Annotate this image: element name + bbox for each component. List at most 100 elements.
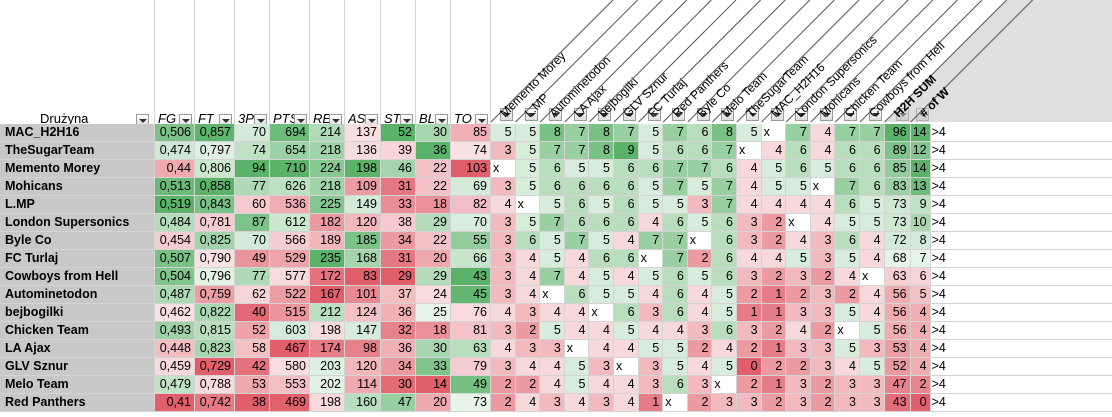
stat-cell[interactable]: 553 — [270, 376, 310, 394]
h2h-cell[interactable]: 3 — [491, 142, 516, 160]
h2h-cell[interactable]: 5 — [860, 322, 885, 340]
h2h-cell[interactable]: 2 — [810, 322, 836, 340]
stat-cell[interactable]: 0,806 — [195, 160, 235, 178]
team-name-cell[interactable]: Memento Morey — [0, 160, 155, 178]
h2h-sum-cell[interactable]: 68 — [884, 250, 911, 268]
stat-cell[interactable]: 0,759 — [195, 286, 235, 304]
stat-cell[interactable]: 0,742 — [195, 394, 235, 412]
h2h-cell[interactable]: 5 — [761, 178, 787, 196]
h2h-cell[interactable]: 5 — [810, 160, 836, 178]
stat-cell[interactable]: 0,815 — [195, 322, 235, 340]
h2h-sum-cell[interactable]: 47 — [884, 376, 911, 394]
wins-cell[interactable]: 14 — [910, 124, 931, 142]
stat-cell[interactable]: 87 — [235, 214, 270, 232]
h2h-cell[interactable]: 6 — [589, 178, 614, 196]
h2h-cell[interactable]: 5 — [663, 358, 688, 376]
stat-cell[interactable]: 0,507 — [155, 250, 195, 268]
wins-cell[interactable]: 13 — [910, 178, 931, 196]
stat-cell[interactable]: 198 — [345, 160, 381, 178]
wins-cell[interactable]: 10 — [910, 214, 931, 232]
stat-cell[interactable]: 34 — [381, 358, 416, 376]
h2h-cell[interactable]: 0 — [737, 358, 762, 376]
stat-cell[interactable]: 174 — [310, 340, 345, 358]
stat-cell[interactable]: 85 — [451, 124, 491, 142]
h2h-cell[interactable]: 4 — [540, 376, 565, 394]
h2h-cell[interactable]: 2 — [761, 358, 787, 376]
team-name-cell[interactable]: Autominetodon — [0, 286, 155, 304]
stat-cell[interactable]: 34 — [381, 232, 416, 250]
stat-cell[interactable]: 52 — [235, 322, 270, 340]
h2h-cell[interactable]: 6 — [712, 250, 737, 268]
opponent-filter-button[interactable] — [598, 108, 612, 121]
h2h-cell[interactable]: 4 — [761, 142, 787, 160]
h2h-cell[interactable]: 5 — [540, 322, 565, 340]
stat-cell[interactable]: 62 — [235, 286, 270, 304]
h2h-cell[interactable]: 4 — [564, 322, 590, 340]
h2h-cell[interactable]: 3 — [515, 340, 541, 358]
team-name-cell[interactable]: Red Panthers — [0, 394, 155, 412]
stat-cell[interactable]: 0,857 — [195, 124, 235, 142]
stat-cell[interactable]: 580 — [270, 358, 310, 376]
h2h-cell[interactable]: x — [835, 322, 860, 340]
h2h-cell[interactable]: 6 — [663, 214, 688, 232]
stat-cell[interactable]: 18 — [416, 322, 451, 340]
h2h-cell[interactable]: 5 — [712, 304, 737, 322]
h2h-cell[interactable]: 3 — [860, 394, 885, 412]
h2h-cell[interactable]: 3 — [687, 322, 713, 340]
stat-cell[interactable]: 29 — [381, 268, 416, 286]
stat-cell[interactable]: 70 — [235, 124, 270, 142]
h2h-cell[interactable]: 5 — [687, 214, 713, 232]
h2h-cell[interactable]: x — [564, 340, 590, 358]
stat-cell[interactable]: 185 — [345, 232, 381, 250]
h2h-cell[interactable]: 7 — [638, 232, 664, 250]
h2h-cell[interactable]: 4 — [515, 394, 541, 412]
h2h-sum-cell[interactable]: 83 — [884, 178, 911, 196]
h2h-cell[interactable]: 3 — [491, 268, 516, 286]
h2h-cell[interactable]: x — [687, 232, 713, 250]
stat-cell[interactable]: 101 — [345, 286, 381, 304]
h2h-cell[interactable]: 3 — [491, 214, 516, 232]
h2h-cell[interactable]: 6 — [835, 232, 860, 250]
stat-cell[interactable]: 0,474 — [155, 142, 195, 160]
stat-cell[interactable]: 168 — [345, 250, 381, 268]
stat-cell[interactable]: 33 — [416, 358, 451, 376]
h2h-cell[interactable]: 1 — [761, 304, 787, 322]
h2h-cell[interactable]: 7 — [663, 160, 688, 178]
h2h-cell[interactable]: x — [761, 124, 787, 142]
h2h-cell[interactable]: 4 — [491, 304, 516, 322]
h2h-cell[interactable]: 3 — [810, 304, 836, 322]
stat-cell[interactable]: 40 — [235, 304, 270, 322]
h2h-cell[interactable]: 4 — [786, 322, 811, 340]
team-name-cell[interactable]: FC Turlaj — [0, 250, 155, 268]
stat-cell[interactable]: 202 — [310, 376, 345, 394]
h2h-cell[interactable]: 2 — [687, 340, 713, 358]
h2h-cell[interactable]: 2 — [761, 232, 787, 250]
h2h-cell[interactable]: 4 — [810, 142, 836, 160]
wins-cell[interactable]: 0 — [910, 394, 931, 412]
opponent-filter-button[interactable] — [844, 108, 858, 121]
h2h-cell[interactable]: 1 — [761, 286, 787, 304]
h2h-cell[interactable]: 5 — [835, 304, 860, 322]
h2h-cell[interactable]: 1 — [737, 304, 762, 322]
stat-cell[interactable]: 33 — [381, 196, 416, 214]
h2h-cell[interactable]: x — [712, 376, 737, 394]
opponent-filter-button[interactable] — [819, 108, 833, 121]
team-name-cell[interactable]: MAC_H2H16 — [0, 124, 155, 142]
stat-cell[interactable]: 74 — [451, 142, 491, 160]
stat-cell[interactable]: 198 — [310, 322, 345, 340]
h2h-cell[interactable]: 3 — [835, 394, 860, 412]
h2h-cell[interactable]: 5 — [564, 376, 590, 394]
stat-cell[interactable]: 43 — [451, 268, 491, 286]
stat-cell[interactable]: 0,504 — [155, 268, 195, 286]
h2h-cell[interactable]: 2 — [810, 394, 836, 412]
stat-cell[interactable]: 160 — [345, 394, 381, 412]
h2h-cell[interactable]: 3 — [810, 232, 836, 250]
stat-cell[interactable]: 198 — [310, 394, 345, 412]
h2h-cell[interactable]: 4 — [860, 286, 885, 304]
h2h-cell[interactable]: 2 — [835, 286, 860, 304]
h2h-cell[interactable]: 7 — [835, 178, 860, 196]
h2h-cell[interactable]: 5 — [589, 286, 614, 304]
wins-cell[interactable]: 2 — [910, 376, 931, 394]
h2h-sum-cell[interactable]: 73 — [884, 196, 911, 214]
h2h-cell[interactable]: 7 — [786, 124, 811, 142]
